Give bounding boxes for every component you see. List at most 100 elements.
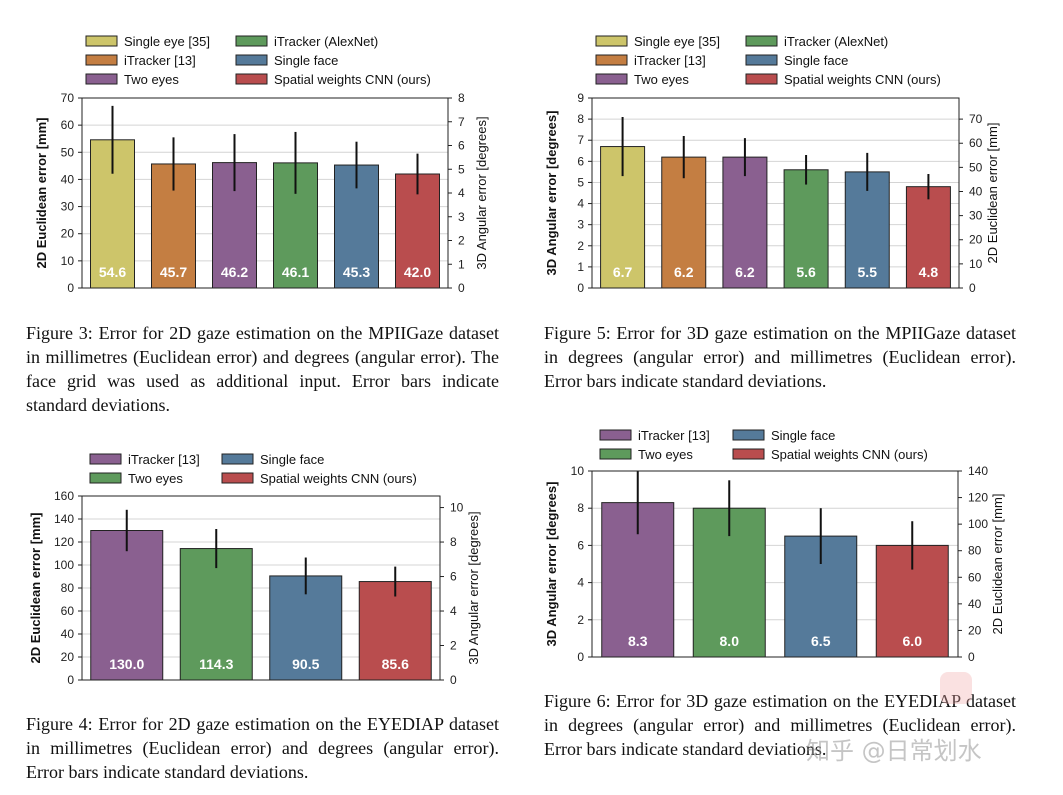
legend-label: iTracker (AlexNet) [784,34,888,49]
caption-fig3: Figure 3: Error for 2D gaze estimation o… [26,323,499,415]
legend-label: Spatial weights CNN (ours) [260,471,417,486]
y2-tick-label: 2 [450,639,457,653]
legend-label: Single eye [35] [634,34,720,49]
chart-fig3: 54.6 45.7 46.2 46.1 45.3 42.0 0 10 20 30 40 50 60 70 0… [34,34,489,295]
y-tick-label: 6 [577,154,584,168]
bar-value-label: 130.0 [109,656,144,672]
y-tick-label: 20 [61,227,75,241]
y2-tick-label: 70 [969,112,983,126]
y2-tick-label: 140 [968,464,988,478]
y2-tick-label: 2 [458,234,465,248]
y-tick-label: 0 [67,281,74,295]
bar-value-label: 6.5 [811,633,831,649]
bar [905,186,951,289]
legend-label: Single face [784,53,848,68]
y2-tick-label: 50 [969,160,983,174]
y-tick-label: 2 [577,613,584,627]
y-tick-label: 80 [61,581,75,595]
legend-swatch [599,429,632,441]
legend-label: Single face [260,452,324,467]
y2-axis-label: 2D Euclidean error [mm] [990,494,1005,635]
legend-label: Spatial weights CNN (ours) [784,72,941,87]
y2-tick-label: 120 [968,491,988,505]
legend-label: Single face [274,53,338,68]
y2-axis-label: 3D Angular error [degrees] [466,511,481,664]
y2-tick-label: 1 [458,257,465,271]
legend-label: iTracker [13] [638,428,710,443]
legend-swatch [595,35,628,47]
y-tick-label: 70 [61,91,75,105]
legend-swatch [732,429,765,441]
bar [661,156,707,289]
legend-swatch [221,472,254,484]
legend-label: Spatial weights CNN (ours) [771,447,928,462]
bar [90,530,164,681]
bar-value-label: 5.6 [796,264,816,280]
y-tick-label: 10 [61,254,75,268]
y2-tick-label: 0 [968,650,975,664]
y-tick-label: 30 [61,200,75,214]
legend-swatch [235,73,268,85]
y2-tick-label: 3 [458,210,465,224]
legend-label: iTracker [13] [634,53,706,68]
y2-axis-label: 2D Euclidean error [mm] [985,123,1000,264]
bar-value-label: 54.6 [99,264,126,280]
watermark-logo-icon [940,672,972,704]
legend-swatch [745,54,778,66]
y-axis-label: 2D Euclidean error [mm] [28,513,43,664]
caption-fig4: Figure 4: Error for 2D gaze estimation o… [26,714,499,782]
y2-tick-label: 20 [968,623,982,637]
legend-label: Two eyes [634,72,689,87]
y-tick-label: 60 [61,604,75,618]
bar-value-label: 6.2 [735,264,755,280]
y2-tick-label: 5 [458,162,465,176]
y-tick-label: 160 [54,489,74,503]
y-tick-label: 50 [61,145,75,159]
bar-value-label: 90.5 [292,656,319,672]
watermark-text: 知乎 @日常划水 [806,737,982,765]
y-axis-label: 3D Angular error [degrees] [544,111,559,276]
y-tick-label: 8 [577,501,584,515]
y2-tick-label: 0 [450,673,457,687]
legend-swatch [235,35,268,47]
legend-label: Single eye [35] [124,34,210,49]
y-tick-label: 0 [67,673,74,687]
y-tick-label: 100 [54,558,74,572]
bar-value-label: 114.3 [199,656,233,672]
y-tick-label: 5 [577,175,584,189]
y2-tick-label: 10 [450,501,464,515]
bar-value-label: 8.0 [720,633,740,649]
y-tick-label: 60 [61,118,75,132]
bar-value-label: 5.5 [858,264,878,280]
plot-frame [81,97,449,289]
chart-fig4: 130.0 114.3 90.5 85.6 0 20 40 60 80 100 120 140 160 0… [28,452,481,687]
y-tick-label: 40 [61,627,75,641]
plot-frame [591,97,960,289]
y2-tick-label: 30 [969,209,983,223]
y2-tick-label: 7 [458,115,465,129]
y2-tick-label: 8 [458,91,465,105]
bar-value-label: 6.7 [613,264,633,280]
y2-tick-label: 4 [458,186,465,200]
caption-fig5: Figure 5: Error for 3D gaze estimation o… [544,323,1016,391]
y2-tick-label: 60 [969,136,983,150]
legend-label: iTracker [13] [124,53,196,68]
y-tick-label: 140 [54,512,74,526]
bar-value-label: 45.7 [160,264,187,280]
y-tick-label: 4 [577,197,584,211]
y2-tick-label: 0 [969,281,976,295]
y-tick-label: 0 [577,281,584,295]
legend-swatch [235,54,268,66]
y-tick-label: 1 [577,260,584,274]
y-tick-label: 6 [577,538,584,552]
y-tick-label: 2 [577,239,584,253]
y-axis-label: 3D Angular error [degrees] [544,482,559,647]
bar-value-label: 45.3 [343,264,370,280]
legend-swatch [745,35,778,47]
bar-value-label: 6.2 [674,264,694,280]
caption-fig6: Figure 6: Error for 3D gaze estimation o… [544,691,1016,759]
y2-axis-label: 3D Angular error [degrees] [474,116,489,269]
y-tick-label: 120 [54,535,74,549]
y2-tick-label: 20 [969,233,983,247]
y2-tick-label: 100 [968,517,988,531]
